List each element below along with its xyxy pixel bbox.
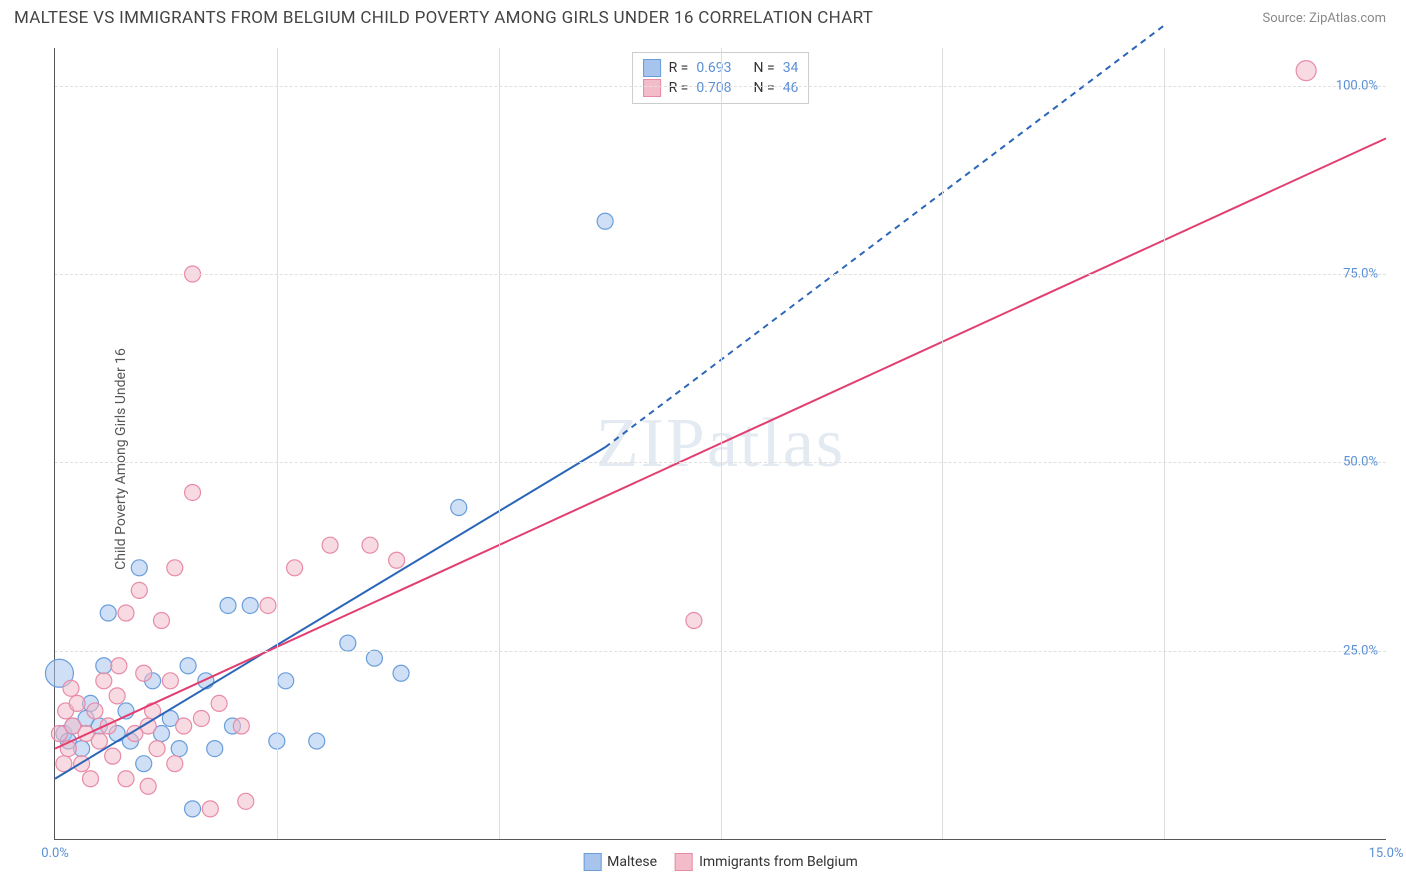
scatter-point: [118, 605, 134, 621]
bottom-legend: Maltese Immigrants from Belgium: [583, 853, 858, 871]
legend-label: Maltese: [607, 854, 657, 870]
swatch-icon: [675, 853, 693, 871]
y-tick-label: 25.0%: [1343, 643, 1378, 658]
trend-line: [55, 447, 605, 778]
scatter-point: [686, 613, 702, 629]
scatter-point: [63, 680, 79, 696]
scatter-point: [233, 718, 249, 734]
scatter-point: [238, 793, 254, 809]
scatter-point: [153, 613, 169, 629]
scatter-point: [136, 665, 152, 681]
scatter-point: [366, 650, 382, 666]
scatter-point: [131, 560, 147, 576]
chart-container: Child Poverty Among Girls Under 16 ZIPat…: [38, 40, 1394, 878]
scatter-point: [185, 484, 201, 500]
x-tick-label: 0.0%: [41, 846, 69, 861]
scatter-point: [322, 537, 338, 553]
legend-item-series1: Maltese: [583, 853, 657, 871]
scatter-point: [136, 756, 152, 772]
x-tick-label: 15.0%: [1369, 846, 1404, 861]
scatter-point: [96, 673, 112, 689]
scatter-point: [176, 718, 192, 734]
scatter-point: [118, 771, 134, 787]
scatter-point: [220, 597, 236, 613]
scatter-point: [309, 733, 325, 749]
scatter-point: [167, 560, 183, 576]
scatter-point: [451, 500, 467, 516]
y-tick-label: 75.0%: [1343, 267, 1378, 282]
scatter-point: [100, 605, 116, 621]
gridline-v: [499, 48, 500, 839]
scatter-point: [340, 635, 356, 651]
scatter-point: [198, 673, 214, 689]
legend-item-series2: Immigrants from Belgium: [675, 853, 858, 871]
scatter-point: [140, 778, 156, 794]
scatter-point: [82, 771, 98, 787]
scatter-point: [393, 665, 409, 681]
source-name: ZipAtlas.com: [1309, 11, 1386, 26]
trend-line: [605, 25, 1164, 447]
plot-area: ZIPatlas R = 0.693 N = 34 R = 0.708 N = …: [54, 48, 1386, 840]
source-prefix: Source:: [1262, 11, 1309, 26]
scatter-point: [162, 673, 178, 689]
scatter-point: [207, 741, 223, 757]
y-tick-label: 50.0%: [1343, 455, 1378, 470]
scatter-point: [149, 741, 165, 757]
scatter-point: [202, 801, 218, 817]
scatter-point: [69, 695, 85, 711]
scatter-point: [597, 213, 613, 229]
legend-label: Immigrants from Belgium: [699, 854, 858, 870]
scatter-point: [109, 688, 125, 704]
gridline-v: [942, 48, 943, 839]
scatter-point: [193, 710, 209, 726]
swatch-icon: [583, 853, 601, 871]
scatter-point: [278, 673, 294, 689]
scatter-point: [242, 597, 258, 613]
gridline-v: [277, 48, 278, 839]
scatter-point: [260, 597, 276, 613]
scatter-point: [131, 582, 147, 598]
y-tick-label: 100.0%: [1336, 78, 1378, 93]
scatter-point: [105, 748, 121, 764]
gridline-v: [721, 48, 722, 839]
gridline-v: [1164, 48, 1165, 839]
scatter-point: [362, 537, 378, 553]
scatter-point: [167, 756, 183, 772]
chart-title: MALTESE VS IMMIGRANTS FROM BELGIUM CHILD…: [14, 8, 873, 28]
scatter-point: [389, 552, 405, 568]
scatter-point: [171, 741, 187, 757]
scatter-point: [96, 658, 112, 674]
scatter-point: [91, 733, 107, 749]
scatter-point: [287, 560, 303, 576]
scatter-point: [185, 801, 201, 817]
source-attribution: Source: ZipAtlas.com: [1262, 11, 1386, 26]
scatter-point: [211, 695, 227, 711]
scatter-point: [111, 658, 127, 674]
scatter-point: [87, 703, 103, 719]
scatter-point: [180, 658, 196, 674]
chart-header: MALTESE VS IMMIGRANTS FROM BELGIUM CHILD…: [0, 0, 1406, 32]
scatter-point: [1296, 61, 1316, 81]
